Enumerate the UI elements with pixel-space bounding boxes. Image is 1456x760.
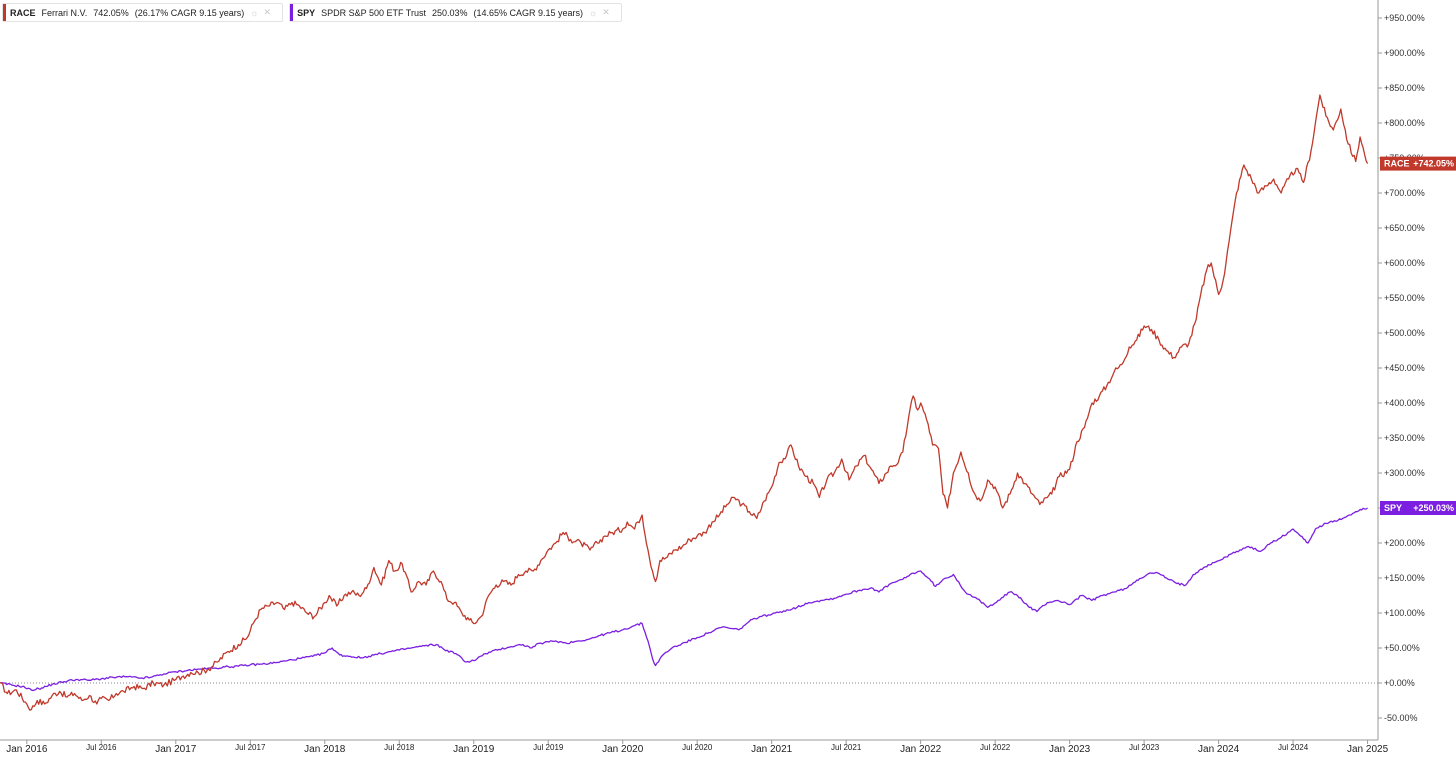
y-tick-label: +700.00% — [1384, 188, 1425, 198]
y-tick-label: +600.00% — [1384, 258, 1425, 268]
y-tick-label: +350.00% — [1384, 433, 1425, 443]
x-tick-label: Jul 2017 — [235, 743, 266, 752]
y-tick-label: +150.00% — [1384, 573, 1425, 583]
x-tick-label: Jan 2020 — [602, 744, 644, 755]
x-tick-label: Jan 2025 — [1347, 744, 1389, 755]
visibility-icon[interactable]: ☼ — [589, 7, 598, 18]
y-tick-label: +950.00% — [1384, 13, 1425, 23]
y-tick-label: +550.00% — [1384, 293, 1425, 303]
x-tick-label: Jan 2024 — [1198, 744, 1240, 755]
legend-ticker: RACE — [10, 7, 36, 18]
legend-swatch-spy — [290, 4, 294, 21]
x-tick-label: Jul 2018 — [384, 743, 415, 752]
x-tick-label: Jul 2022 — [980, 743, 1011, 752]
legend-cagr: (14.65% CAGR 9.15 years) — [473, 7, 584, 18]
x-tick-label: Jul 2024 — [1278, 743, 1309, 752]
y-tick-label: +650.00% — [1384, 223, 1425, 233]
close-icon[interactable]: ✕ — [602, 7, 610, 17]
y-tick-label: +850.00% — [1384, 83, 1425, 93]
y-tick-label: +300.00% — [1384, 468, 1425, 478]
legend-ticker: SPY — [297, 7, 316, 18]
series-line-race — [0, 94, 1369, 711]
legend-security-name: SPDR S&P 500 ETF Trust — [321, 7, 426, 18]
x-tick-label: Jul 2021 — [831, 743, 862, 752]
x-tick-label: Jan 2018 — [304, 744, 346, 755]
legend-cagr: (26.17% CAGR 9.15 years) — [134, 7, 245, 18]
legend-total-return: 742.05% — [93, 7, 129, 18]
visibility-icon[interactable]: ☼ — [250, 7, 259, 18]
y-tick-label: +450.00% — [1384, 363, 1425, 373]
end-label-value: +250.03% — [1413, 503, 1454, 513]
x-tick-label: Jan 2021 — [751, 744, 793, 755]
end-label-ticker: SPY — [1384, 503, 1402, 513]
x-tick-label: Jan 2019 — [453, 744, 495, 755]
legend-item-spy[interactable]: SPY SPDR S&P 500 ETF Trust 250.03% (14.6… — [289, 3, 622, 22]
legend-item-race[interactable]: RACE Ferrari N.V. 742.05% (26.17% CAGR 9… — [2, 3, 284, 22]
x-tick-label: Jan 2016 — [6, 744, 48, 755]
y-tick-label: +800.00% — [1384, 118, 1425, 128]
end-label-value: +742.05% — [1413, 159, 1454, 169]
legend-security-name: Ferrari N.V. — [41, 7, 88, 18]
y-tick-label: -50.00% — [1384, 713, 1418, 723]
x-tick-label: Jul 2020 — [682, 743, 713, 752]
y-tick-label: +900.00% — [1384, 48, 1425, 58]
y-tick-label: +500.00% — [1384, 328, 1425, 338]
x-tick-label: Jul 2016 — [86, 743, 117, 752]
y-tick-label: +200.00% — [1384, 538, 1425, 548]
end-label-box-spy — [1380, 501, 1456, 515]
y-tick-label: +400.00% — [1384, 398, 1425, 408]
x-tick-label: Jan 2023 — [1049, 744, 1091, 755]
x-tick-label: Jul 2019 — [533, 743, 564, 752]
chart-legend: RACE Ferrari N.V. 742.05% (26.17% CAGR 9… — [2, 3, 622, 22]
legend-total-return: 250.03% — [431, 7, 468, 18]
end-label-ticker: RACE — [1384, 159, 1410, 169]
close-icon[interactable]: ✕ — [263, 7, 272, 17]
x-tick-label: Jan 2022 — [900, 744, 942, 755]
y-tick-label: +0.00% — [1384, 678, 1415, 688]
x-tick-label: Jul 2023 — [1129, 743, 1160, 752]
series-line-spy — [0, 507, 1368, 692]
y-tick-label: +100.00% — [1384, 608, 1425, 618]
end-label-box-race — [1380, 156, 1456, 171]
y-tick-label: +50.00% — [1384, 643, 1420, 653]
x-tick-label: Jan 2017 — [155, 744, 197, 755]
legend-swatch-race — [3, 4, 6, 21]
